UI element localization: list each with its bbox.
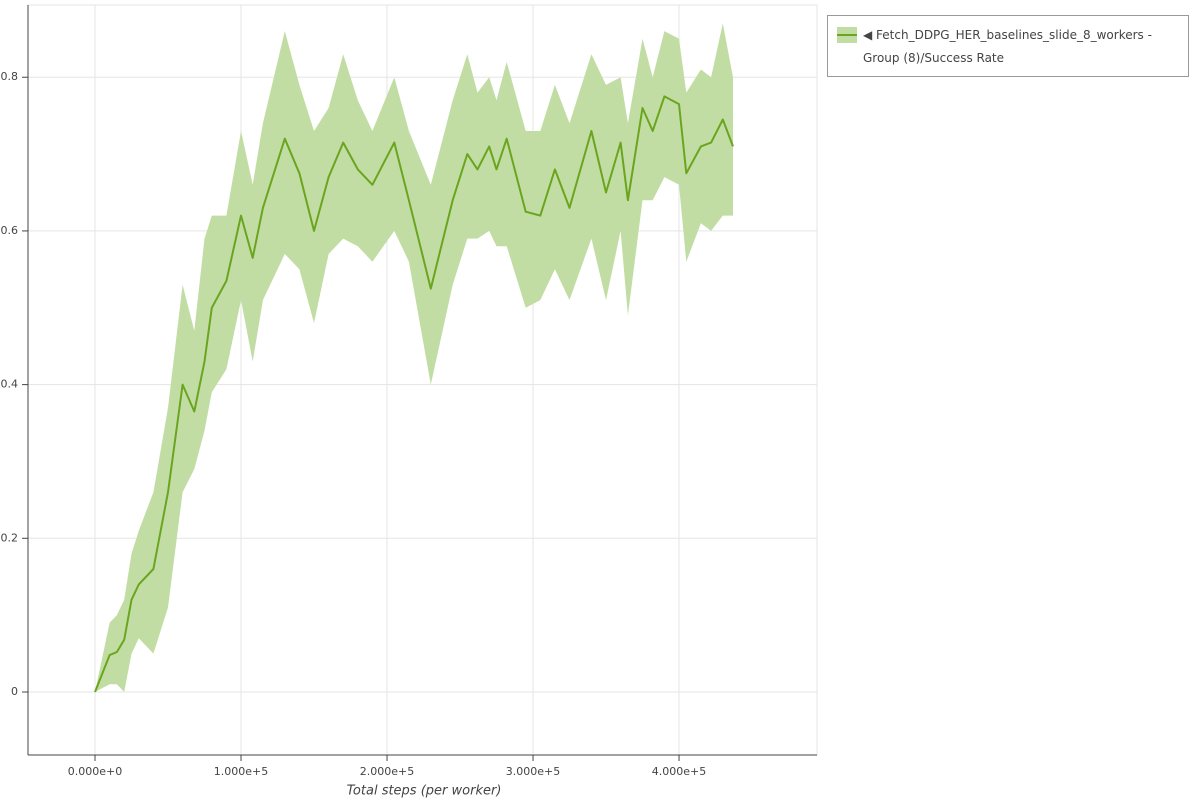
mean-line <box>94 95 734 693</box>
x-tick-label: 4.000e+5 <box>652 765 706 778</box>
y-tick-label: 0.6 <box>1 224 19 237</box>
y-tick-label: 0.4 <box>1 378 19 391</box>
legend-label[interactable]: ◀ Fetch_DDPG_HER_baselines_slide_8_worke… <box>863 28 1152 65</box>
x-tick-label: 0.000e+0 <box>68 765 122 778</box>
x-axis-label: Total steps (per worker) <box>347 784 502 799</box>
confidence-band <box>95 23 733 692</box>
x-tick-label: 3.000e+5 <box>506 765 560 778</box>
x-tick-label: 1.000e+5 <box>214 765 268 778</box>
y-tick-label: 0.8 <box>1 70 19 83</box>
legend[interactable]: ◀ Fetch_DDPG_HER_baselines_slide_8_worke… <box>827 15 1189 77</box>
x-tick-label: 2.000e+5 <box>360 765 414 778</box>
y-tick-label: 0.2 <box>1 531 19 544</box>
y-tick-label: 0 <box>11 685 18 698</box>
legend-swatch <box>837 27 857 43</box>
